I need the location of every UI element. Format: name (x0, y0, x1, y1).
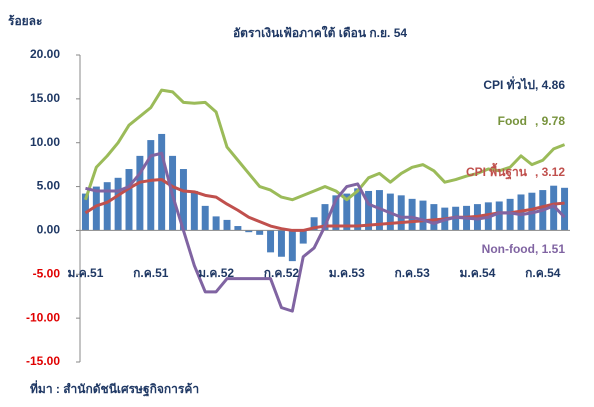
end-label: CPI ทั่วไป, 4.86 (483, 76, 565, 92)
y-axis-label: ร้อยละ (8, 14, 42, 28)
bar (430, 204, 438, 231)
source: ที่มา : สำนักดัชนีเศรษฐกิจการค้า (30, 380, 199, 397)
x-tick-label: ก.ค.51 (133, 266, 169, 280)
x-tick-label: ก.ค.52 (264, 266, 300, 280)
y-tick-label: 0.00 (37, 223, 61, 237)
y-tick-label: -10.00 (26, 310, 60, 324)
bar (299, 230, 307, 244)
bar (158, 133, 166, 231)
bar (310, 217, 318, 231)
bar (125, 169, 133, 231)
series-end-value: , 3.12 (535, 165, 565, 179)
bar (321, 204, 329, 231)
bar (506, 198, 514, 231)
bar (103, 182, 111, 231)
line (84, 88, 566, 202)
bar (343, 193, 351, 231)
y-tick-label: 20.00 (30, 47, 60, 61)
line (85, 151, 566, 313)
bar (223, 219, 231, 231)
bar (256, 230, 264, 235)
end-label: CPI พื้นฐาน , 3.12 (466, 162, 565, 180)
series-name: Food (498, 114, 527, 128)
bar (495, 201, 503, 231)
y-tick-label: 15.00 (30, 91, 60, 105)
bar (92, 186, 100, 231)
bar (212, 216, 220, 231)
bar (277, 230, 285, 257)
x-tick-label: ก.ค.53 (394, 266, 430, 280)
x-tick-label: ม.ค.52 (198, 266, 234, 280)
bar (354, 188, 362, 231)
series-name: Non-food (482, 242, 535, 256)
x-tick-label: ม.ค.54 (459, 266, 495, 280)
series-end-value: , 9.78 (535, 114, 565, 128)
bar (245, 230, 253, 233)
bar (375, 190, 383, 231)
series-name: CPI พื้นฐาน (466, 162, 528, 180)
bar (136, 155, 144, 231)
bar (550, 185, 558, 231)
bar (365, 190, 373, 231)
bar (201, 205, 209, 231)
bar (234, 226, 242, 231)
y-tick-label: 10.00 (30, 135, 60, 149)
series-name: CPI ทั่วไป (483, 76, 535, 92)
bar (332, 195, 340, 231)
x-tick-label: ม.ค.51 (67, 266, 103, 280)
end-label: Non-food, 1.51 (482, 242, 566, 256)
y-tick-label: -15.00 (26, 354, 60, 368)
bar (114, 177, 122, 231)
x-tick-label: ม.ค.53 (329, 266, 365, 280)
bar (419, 200, 427, 231)
bar (397, 195, 405, 231)
bar (190, 190, 198, 231)
chart-title: อัตราเงินเฟ้อภาคใต้ เดือน ก.ย. 54 (233, 25, 407, 40)
bar (408, 198, 416, 231)
x-tick-label: ก.ค.54 (525, 266, 561, 280)
bar (147, 140, 155, 231)
end-label: Food , 9.78 (498, 114, 566, 128)
y-tick-label: 5.00 (37, 179, 61, 193)
bar (288, 230, 296, 262)
bar (267, 230, 275, 253)
series-end-value: , 1.51 (535, 242, 565, 256)
y-tick-label: -5.00 (33, 266, 61, 280)
bar (561, 187, 569, 231)
bar (179, 169, 187, 231)
series-end-value: , 4.86 (535, 78, 565, 92)
